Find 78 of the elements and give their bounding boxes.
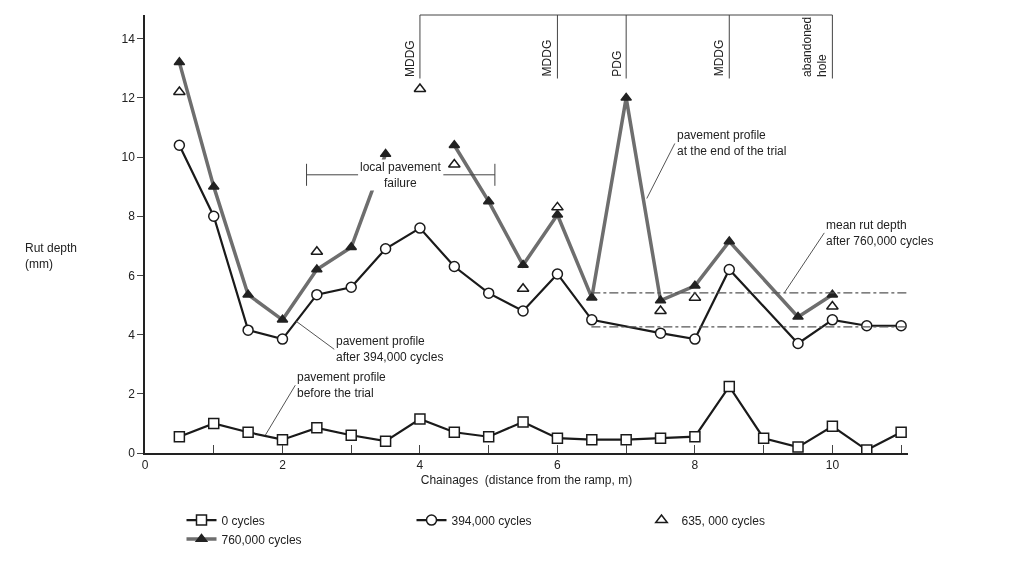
point xyxy=(172,86,186,96)
ref-line-label: MDDG xyxy=(712,39,727,77)
point xyxy=(654,305,668,315)
point xyxy=(242,426,254,439)
y-tick-label: 2 xyxy=(128,387,136,402)
point xyxy=(242,324,254,336)
point xyxy=(792,337,804,350)
point xyxy=(448,426,461,439)
point xyxy=(276,433,289,446)
point xyxy=(414,222,426,234)
point xyxy=(757,432,770,444)
point xyxy=(345,429,357,441)
point xyxy=(586,433,598,446)
y-tick-label: 8 xyxy=(128,209,136,224)
y-axis-title: Rut depth (mm) xyxy=(25,241,78,271)
point xyxy=(861,444,873,453)
annotation: local pavement failure xyxy=(360,160,442,190)
y-tick-label: 12 xyxy=(121,91,136,106)
point xyxy=(825,300,839,310)
y-tick-label: 14 xyxy=(121,31,136,46)
y-tick-label: 10 xyxy=(121,150,136,165)
ref-line-label: MDDG xyxy=(402,40,417,77)
point xyxy=(688,291,702,301)
point xyxy=(311,288,323,301)
point xyxy=(414,413,426,425)
ref-line-label: PDG xyxy=(609,50,624,77)
point xyxy=(207,210,220,222)
point xyxy=(345,281,357,294)
x-tick-label: 4 xyxy=(416,458,424,473)
x-tick-label: 0 xyxy=(141,458,149,473)
y-tick-label: 4 xyxy=(128,327,136,342)
ref-line-label: mean rut depth after 760,000 cycles xyxy=(826,218,934,248)
point xyxy=(482,287,495,299)
x-axis-title: Chainages (distance from the ramp, m) xyxy=(420,472,633,487)
point xyxy=(173,430,186,443)
point xyxy=(620,433,632,446)
point xyxy=(654,327,667,339)
ref-line-label: abandoned hole xyxy=(799,16,830,77)
point xyxy=(654,432,667,444)
point xyxy=(517,416,529,428)
legend-label: 394,000 cycles xyxy=(451,513,532,528)
legend-label: 635, 000 cycles xyxy=(681,513,765,528)
point xyxy=(826,314,839,326)
point xyxy=(689,333,701,345)
annotation: pavement profile before the trial xyxy=(297,370,387,400)
annotation: pavement profile after 394,000 cycles xyxy=(336,334,444,364)
point xyxy=(550,201,564,211)
y-tick-label: 6 xyxy=(128,268,136,283)
point xyxy=(276,333,289,345)
point xyxy=(586,314,598,326)
point xyxy=(482,430,495,443)
point xyxy=(310,246,324,256)
ref-line-label: MDDG xyxy=(540,39,555,77)
point xyxy=(551,432,564,444)
x-tick-label: 2 xyxy=(279,458,287,473)
point xyxy=(379,243,392,255)
point xyxy=(173,139,186,151)
annotation: pavement profile at the end of the trial xyxy=(677,128,787,158)
point xyxy=(517,305,529,317)
point xyxy=(207,417,220,430)
point xyxy=(447,158,461,168)
x-tick-label: 10 xyxy=(825,458,840,473)
point xyxy=(413,83,427,93)
y-tick-label: 0 xyxy=(128,446,136,461)
x-tick-label: 6 xyxy=(554,458,562,473)
point xyxy=(379,435,392,447)
point xyxy=(311,422,323,434)
point xyxy=(826,420,839,433)
x-tick-label: 8 xyxy=(691,458,699,473)
point xyxy=(723,263,736,276)
point xyxy=(723,380,736,393)
point xyxy=(895,426,907,439)
point xyxy=(551,268,564,280)
legend-label: 0 cycles xyxy=(221,513,265,528)
point xyxy=(792,441,804,453)
point xyxy=(448,260,461,273)
legend-label: 760,000 cycles xyxy=(221,532,302,547)
point xyxy=(689,430,701,443)
